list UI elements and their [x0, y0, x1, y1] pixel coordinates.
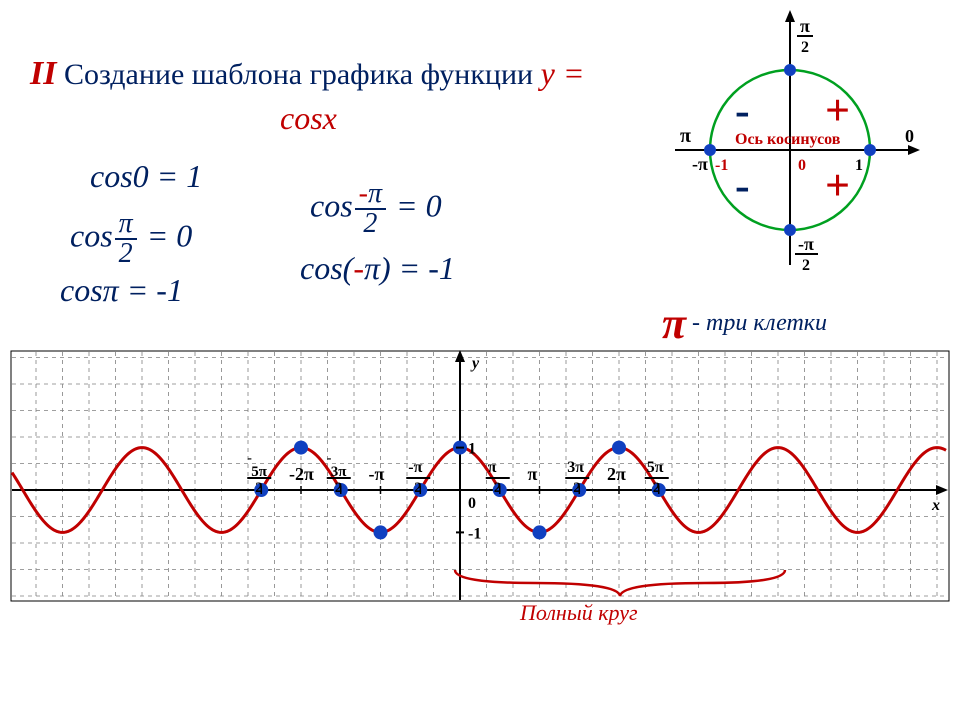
svg-text:+: +	[825, 161, 850, 210]
eq-cos-negpi2: cos-π2 = 0	[310, 180, 442, 238]
function-cosx: cosx	[280, 100, 337, 137]
svg-text:-π: -π	[408, 459, 422, 476]
svg-text:2: 2	[801, 39, 809, 56]
svg-text:1: 1	[855, 157, 863, 174]
svg-text:0: 0	[798, 157, 806, 174]
eq-cospi: cosπ = -1	[60, 272, 183, 309]
svg-text:2: 2	[255, 480, 263, 496]
svg-text:-π: -π	[798, 234, 814, 254]
svg-text:-: -	[735, 161, 750, 210]
svg-text:-: -	[735, 86, 750, 135]
eq-cos0: cos0 = 1	[90, 158, 202, 195]
brace-icon	[450, 568, 790, 598]
svg-text:5π: 5π	[647, 459, 664, 476]
svg-text:π: π	[800, 16, 810, 36]
svg-text:y: y	[470, 355, 480, 372]
full-circle-label: Полный круг	[520, 600, 638, 626]
svg-text:2: 2	[573, 480, 581, 496]
svg-text:2: 2	[653, 480, 661, 496]
svg-text:-2π: -2π	[289, 464, 314, 484]
svg-text:π: π	[488, 459, 497, 476]
svg-text:+: +	[825, 86, 850, 135]
svg-text:2: 2	[414, 480, 422, 496]
title: II Создание шаблона графика функции y =	[30, 55, 584, 93]
svg-text:-π: -π	[692, 154, 708, 174]
roman-numeral: II	[30, 55, 56, 92]
svg-text:3π: 3π	[567, 459, 584, 476]
svg-text:π: π	[528, 464, 538, 484]
svg-text:2: 2	[335, 480, 343, 496]
svg-text:Ось косинусов: Ось косинусов	[735, 131, 841, 148]
svg-text:-π: -π	[369, 464, 385, 484]
svg-text:2: 2	[802, 257, 810, 274]
svg-text:x: x	[931, 497, 940, 514]
unit-circle-diagram: +--+π2-π2π-π0-110Ось косинусов	[640, 10, 940, 300]
svg-text:π: π	[680, 125, 691, 147]
title-text: Создание шаблона графика функции	[64, 58, 541, 91]
svg-text:-1: -1	[715, 157, 728, 174]
function-y: y =	[541, 55, 585, 91]
svg-text:2π: 2π	[607, 464, 626, 484]
pi-three-cells: π - три клетки	[662, 298, 827, 349]
svg-text:-1: -1	[468, 525, 481, 542]
svg-text:0: 0	[905, 126, 914, 146]
eq-cos-pi2: cosπ2 = 0	[70, 210, 192, 268]
eq-cos-negpi: cos(-π) = -1	[300, 250, 455, 287]
svg-text:0: 0	[468, 495, 476, 512]
svg-text:2: 2	[494, 480, 502, 496]
svg-text:1: 1	[468, 441, 476, 458]
